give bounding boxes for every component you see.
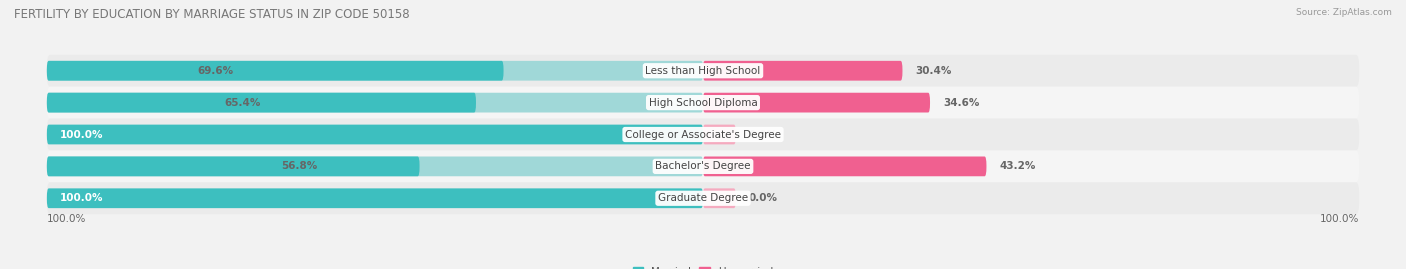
Text: Bachelor's Degree: Bachelor's Degree [655,161,751,171]
FancyBboxPatch shape [46,125,703,144]
FancyBboxPatch shape [46,93,703,112]
Text: College or Associate's Degree: College or Associate's Degree [626,129,780,140]
Text: 100.0%: 100.0% [60,193,104,203]
Text: 0.0%: 0.0% [749,129,778,140]
FancyBboxPatch shape [46,157,703,176]
FancyBboxPatch shape [703,125,735,144]
FancyBboxPatch shape [703,93,929,112]
Text: Graduate Degree: Graduate Degree [658,193,748,203]
FancyBboxPatch shape [46,87,1360,119]
FancyBboxPatch shape [46,61,503,81]
Text: 65.4%: 65.4% [225,98,260,108]
FancyBboxPatch shape [46,61,703,81]
Text: Source: ZipAtlas.com: Source: ZipAtlas.com [1296,8,1392,17]
Text: 34.6%: 34.6% [943,98,980,108]
FancyBboxPatch shape [46,182,1360,214]
FancyBboxPatch shape [46,188,703,208]
Text: 100.0%: 100.0% [46,214,86,224]
FancyBboxPatch shape [46,55,1360,87]
Text: FERTILITY BY EDUCATION BY MARRIAGE STATUS IN ZIP CODE 50158: FERTILITY BY EDUCATION BY MARRIAGE STATU… [14,8,409,21]
Text: 0.0%: 0.0% [749,193,778,203]
Text: 100.0%: 100.0% [60,129,104,140]
FancyBboxPatch shape [46,157,419,176]
FancyBboxPatch shape [703,188,735,208]
FancyBboxPatch shape [703,61,903,81]
FancyBboxPatch shape [46,150,1360,182]
Text: 69.6%: 69.6% [197,66,233,76]
Text: 30.4%: 30.4% [915,66,952,76]
Text: 43.2%: 43.2% [1000,161,1036,171]
FancyBboxPatch shape [46,93,477,112]
Text: Less than High School: Less than High School [645,66,761,76]
Legend: Married, Unmarried: Married, Unmarried [628,263,778,269]
Text: 100.0%: 100.0% [1320,214,1360,224]
Text: High School Diploma: High School Diploma [648,98,758,108]
FancyBboxPatch shape [703,157,987,176]
Text: 56.8%: 56.8% [281,161,318,171]
FancyBboxPatch shape [46,119,1360,150]
